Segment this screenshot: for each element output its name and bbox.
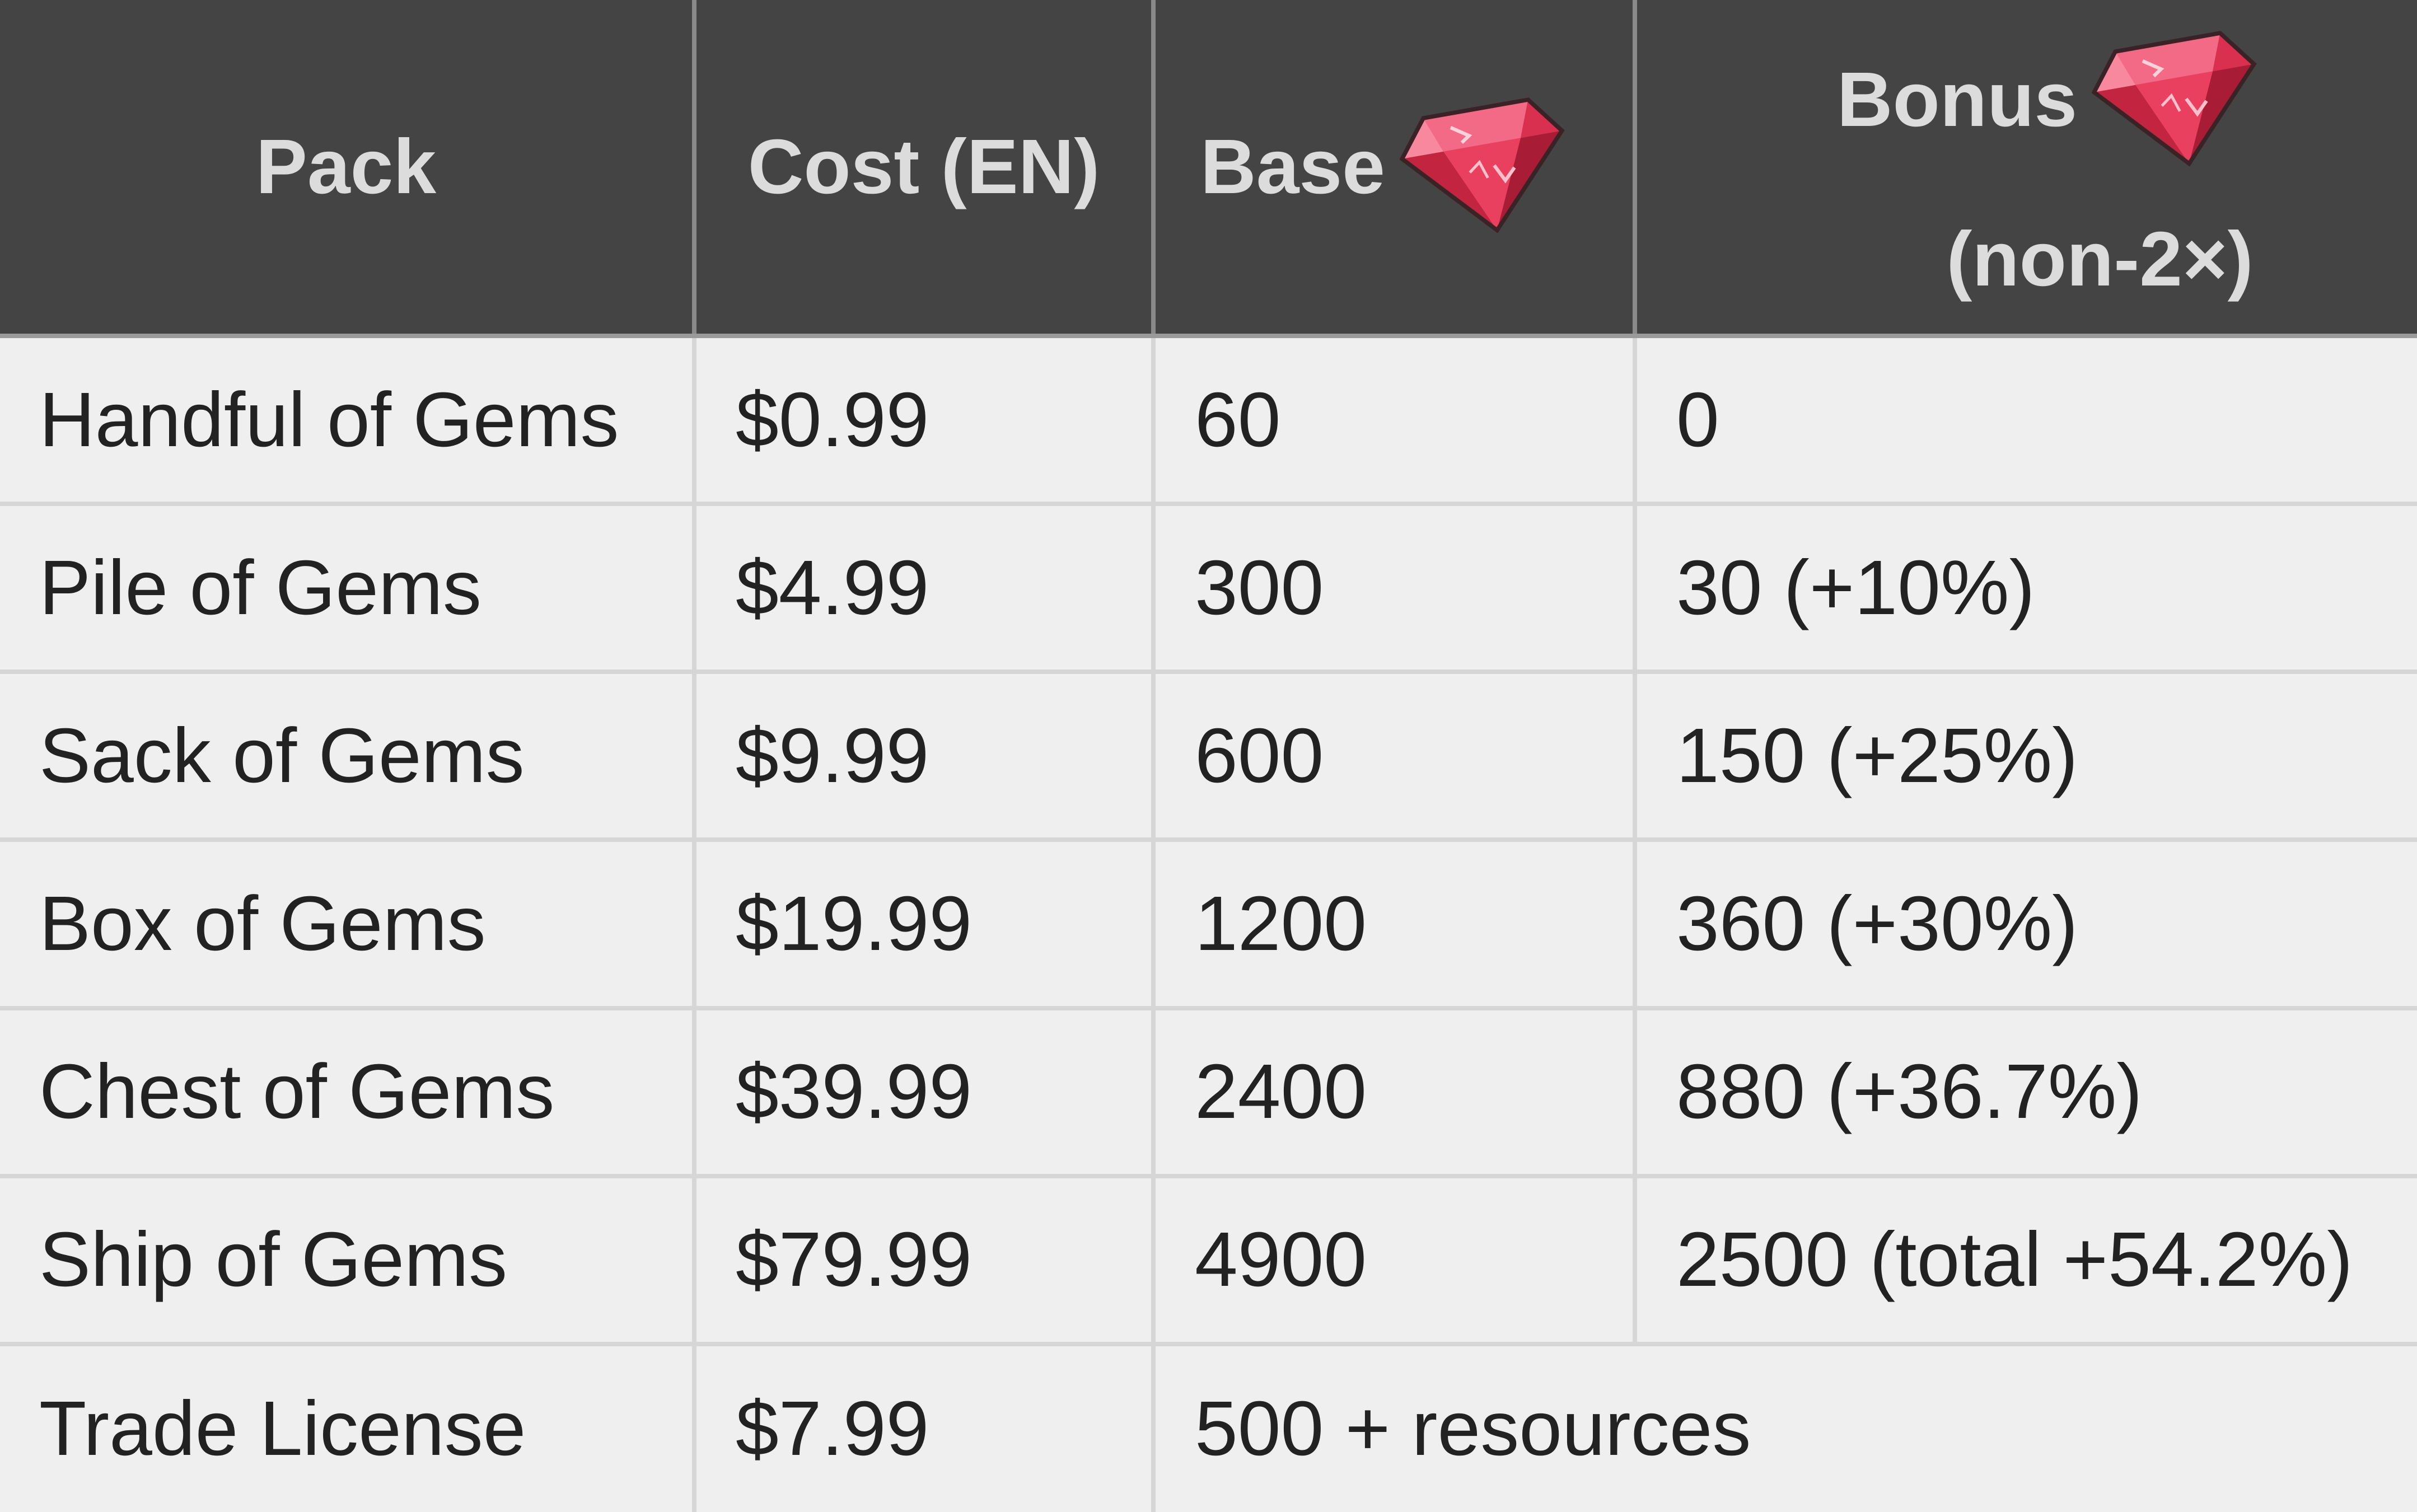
header-bonus-sub: (non-2×) [1946, 216, 2254, 302]
pack-cost: $79.99 [694, 1176, 1156, 1346]
pack-base: 600 [1153, 672, 1637, 842]
pack-base: 300 [1153, 504, 1637, 675]
pack-name: Handful of Gems [0, 336, 696, 507]
pack-bonus: 150 (+25%) [1635, 672, 2417, 842]
pack-name: Box of Gems [0, 840, 696, 1010]
pack-base: 4900 [1153, 1176, 1637, 1346]
table-row: Trade License $7.99 500 + resources [0, 1344, 2417, 1512]
header-bonus: Bonus (non-2×) [1635, 0, 2417, 338]
gem-icon [2083, 16, 2273, 183]
pack-cost: $4.99 [694, 504, 1156, 675]
header-row: Pack Cost (EN) Base Bonus (non-2×) [0, 0, 2417, 338]
header-bonus-label: Bonus [1836, 57, 2078, 143]
pack-bonus: 880 (+36.7%) [1635, 1008, 2417, 1178]
pack-bonus: 0 [1635, 336, 2417, 507]
header-pack: Pack [0, 0, 696, 338]
pack-bonus: 30 (+10%) [1635, 504, 2417, 675]
pack-name: Sack of Gems [0, 672, 696, 842]
gem-icon [1391, 83, 1581, 250]
pack-cost: $0.99 [694, 336, 1156, 507]
pack-cost: $7.99 [694, 1344, 1156, 1512]
pack-base-and-bonus: 500 + resources [1153, 1344, 2417, 1512]
pack-cost: $39.99 [694, 1008, 1156, 1178]
pack-name: Pile of Gems [0, 504, 696, 675]
pack-bonus: 360 (+30%) [1635, 840, 2417, 1010]
header-base: Base [1153, 0, 1637, 338]
pack-cost: $9.99 [694, 672, 1156, 842]
pack-base: 1200 [1153, 840, 1637, 1010]
table-row: Chest of Gems $39.99 2400 880 (+36.7%) [0, 1008, 2417, 1178]
pack-cost: $19.99 [694, 840, 1156, 1010]
pack-name: Trade License [0, 1344, 696, 1512]
table-row: Handful of Gems $0.99 60 0 [0, 336, 2417, 507]
table-row: Ship of Gems $79.99 4900 2500 (total +54… [0, 1176, 2417, 1346]
header-base-label: Base [1200, 123, 1385, 210]
table-row: Sack of Gems $9.99 600 150 (+25%) [0, 672, 2417, 842]
pack-name: Chest of Gems [0, 1008, 696, 1178]
pack-name: Ship of Gems [0, 1176, 696, 1346]
pack-base: 2400 [1153, 1008, 1637, 1178]
header-cost: Cost (EN) [694, 0, 1156, 338]
table-row: Box of Gems $19.99 1200 360 (+30%) [0, 840, 2417, 1010]
pack-base: 60 [1153, 336, 1637, 507]
table-row: Pile of Gems $4.99 300 30 (+10%) [0, 504, 2417, 675]
pack-bonus: 2500 (total +54.2%) [1635, 1176, 2417, 1346]
